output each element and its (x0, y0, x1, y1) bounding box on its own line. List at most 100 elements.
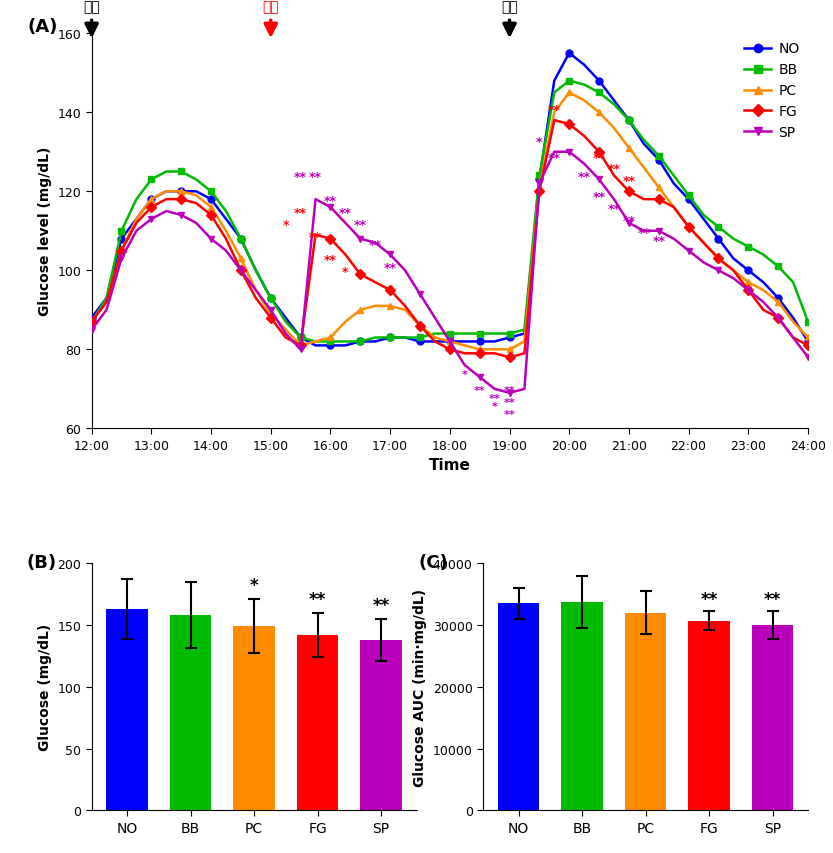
PC (773, 298, 783, 308)
NO (669, 179, 679, 189)
BB (445, 329, 455, 339)
BB (341, 337, 351, 347)
PC (490, 345, 500, 355)
Line: SP: SP (88, 149, 811, 397)
BB (594, 88, 604, 98)
FG (326, 235, 336, 245)
NO (758, 278, 768, 288)
BB (534, 171, 544, 182)
BB (400, 333, 410, 343)
BB (609, 100, 619, 110)
PC (669, 203, 679, 213)
FG (281, 333, 291, 343)
BB (460, 329, 470, 339)
NO (609, 96, 619, 107)
SP (728, 274, 738, 284)
PC (191, 191, 201, 201)
Bar (752, 625, 793, 810)
Bar (107, 609, 147, 810)
Text: **: ** (622, 175, 636, 188)
PC (639, 163, 649, 173)
PC (162, 187, 172, 197)
FG (147, 203, 157, 213)
Legend: NO, BB, PC, FG, SP: NO, BB, PC, FG, SP (738, 37, 806, 146)
PC (206, 203, 216, 213)
SP (206, 235, 216, 245)
PC (266, 310, 276, 320)
PC (251, 286, 261, 296)
PC (326, 333, 336, 343)
NO (788, 313, 798, 323)
BB (266, 293, 276, 304)
SP (639, 226, 649, 236)
PC (147, 194, 157, 205)
FG (594, 148, 604, 158)
Text: **: ** (369, 238, 382, 252)
SP (713, 266, 723, 276)
PC (788, 317, 798, 328)
PC (415, 321, 425, 331)
SP (177, 211, 187, 221)
Text: **: ** (504, 397, 516, 407)
FG (460, 349, 470, 359)
PC (460, 341, 470, 351)
PC (445, 337, 455, 347)
SP (341, 218, 351, 229)
NO (117, 235, 127, 245)
NO (341, 341, 351, 351)
NO (639, 140, 649, 150)
SP (579, 160, 589, 170)
FG (177, 194, 187, 205)
Bar (297, 635, 338, 810)
BB (370, 333, 380, 343)
BB (162, 167, 172, 177)
SP (326, 203, 336, 213)
NO (743, 266, 753, 276)
FG (788, 333, 798, 343)
FG (564, 119, 574, 130)
PC (341, 317, 351, 328)
SP (490, 385, 500, 395)
NO (549, 77, 559, 87)
SP (758, 298, 768, 308)
Text: **: ** (504, 409, 516, 419)
Text: **: ** (764, 590, 781, 608)
NO (132, 215, 142, 225)
NO (147, 194, 157, 205)
FG (251, 293, 261, 304)
Text: 夕食: 夕食 (501, 0, 518, 15)
NO (281, 313, 291, 323)
Line: FG: FG (88, 118, 811, 362)
FG (400, 301, 410, 311)
BB (296, 333, 306, 343)
SP (430, 313, 440, 323)
SP (296, 345, 306, 355)
Text: 昂食: 昂食 (83, 0, 100, 15)
PC (475, 345, 485, 355)
SP (803, 353, 813, 363)
FG (266, 313, 276, 323)
BB (758, 250, 768, 260)
NO (385, 333, 395, 343)
FG (713, 254, 723, 264)
Bar (498, 604, 539, 810)
Text: **: ** (504, 386, 516, 396)
BB (311, 337, 321, 347)
FG (370, 278, 380, 288)
FG (385, 286, 395, 296)
FG (475, 349, 485, 359)
SP (102, 305, 112, 316)
SP (609, 194, 619, 205)
PC (430, 333, 440, 343)
BB (654, 151, 664, 161)
NO (594, 77, 604, 87)
Bar (170, 615, 212, 810)
PC (355, 305, 365, 316)
Bar (361, 640, 402, 810)
SP (370, 238, 380, 248)
Text: **: ** (294, 171, 307, 184)
Text: **: ** (489, 393, 501, 403)
Text: **: ** (637, 226, 651, 240)
NO (460, 337, 470, 347)
NO (430, 337, 440, 347)
